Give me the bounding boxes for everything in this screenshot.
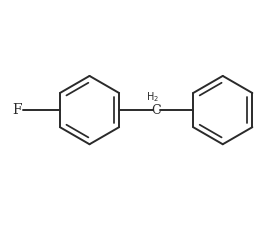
Text: $\mathsf{H_2}$: $\mathsf{H_2}$ [146,91,159,104]
Text: F: F [12,103,22,117]
Text: C: C [151,104,161,117]
